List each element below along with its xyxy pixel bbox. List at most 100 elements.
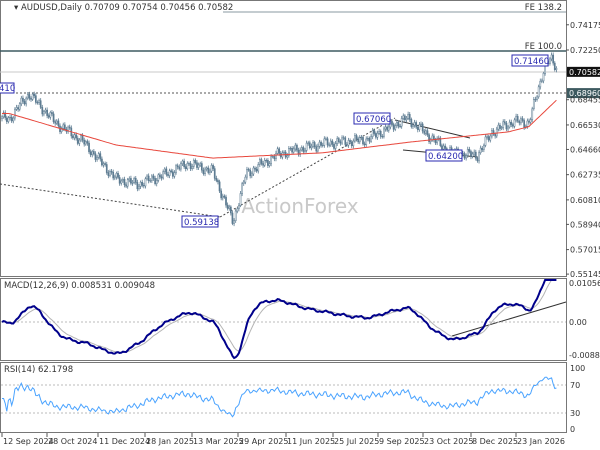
- candle: [186, 161, 189, 171]
- candle: [312, 140, 314, 149]
- candle: [420, 121, 422, 127]
- trendline-lower: [0, 183, 221, 218]
- candle: [234, 209, 237, 223]
- y-tick-label: 0.64660: [570, 145, 600, 154]
- candle: [423, 128, 426, 136]
- candle: [54, 119, 57, 126]
- candle: [229, 205, 232, 216]
- candle: [247, 167, 250, 172]
- candle: [176, 163, 179, 170]
- candle: [352, 138, 355, 149]
- candle: [294, 142, 297, 152]
- candle: [503, 119, 506, 126]
- candle: [34, 93, 37, 105]
- candle: [231, 210, 234, 226]
- candle: [339, 139, 342, 146]
- candle: [118, 174, 121, 186]
- candle: [310, 143, 313, 151]
- candle: [413, 119, 416, 128]
- candle: [250, 171, 253, 179]
- candle: [252, 165, 255, 177]
- candle: [117, 170, 119, 180]
- candle: [516, 113, 519, 123]
- candle: [246, 166, 248, 180]
- annotation-box: [511, 54, 549, 67]
- candle: [305, 140, 308, 153]
- candle: [23, 99, 26, 106]
- candle: [244, 174, 247, 185]
- x-tick-label: 28 Jan 2025: [146, 437, 194, 446]
- rsi-line: [2, 376, 557, 418]
- candle: [97, 151, 100, 160]
- candle: [549, 57, 551, 66]
- x-tick-label: 23 Jan 2026: [517, 437, 565, 446]
- candle: [7, 116, 10, 124]
- candle: [397, 120, 400, 129]
- candle: [215, 175, 218, 183]
- candle: [515, 113, 517, 123]
- candle: [386, 125, 389, 132]
- candle: [537, 84, 540, 99]
- candle: [178, 164, 181, 171]
- candle: [157, 173, 160, 183]
- candle: [44, 107, 47, 114]
- candle: [5, 115, 8, 125]
- annotation-box: [0, 82, 15, 94]
- candle: [159, 172, 161, 180]
- candle: [146, 174, 148, 181]
- candle: [373, 128, 376, 136]
- candle: [15, 104, 18, 112]
- y-tick-label: 0.66530: [570, 121, 600, 130]
- macd-tick-label: 0.00: [569, 318, 587, 327]
- candle: [426, 128, 429, 137]
- candle: [355, 133, 358, 142]
- level-marker: [567, 88, 600, 99]
- candle: [200, 161, 203, 173]
- candle: [115, 171, 118, 180]
- candle: [552, 52, 555, 66]
- candle: [39, 98, 42, 109]
- channel-upper: [394, 119, 471, 139]
- fe100-label: FE 100.0: [525, 42, 562, 52]
- candle: [102, 161, 105, 168]
- candle: [91, 149, 94, 158]
- y-tick-label: 0.74175: [570, 21, 600, 30]
- candle: [407, 111, 409, 121]
- candle: [531, 106, 534, 123]
- candle: [362, 135, 364, 146]
- candle: [197, 162, 200, 170]
- candle: [131, 180, 134, 186]
- levels: FE 138.2 FE 100.0: [0, 3, 567, 414]
- chart-header: ▾ AUDUSD,Daily 0.70709 0.70754 0.70456 0…: [14, 3, 233, 13]
- candle: [297, 147, 300, 157]
- candle: [275, 150, 277, 162]
- candle: [270, 154, 272, 167]
- candle: [10, 114, 13, 123]
- candle: [163, 167, 166, 175]
- candle: [529, 117, 532, 125]
- candle: [22, 95, 24, 104]
- watermark: ActionForex: [241, 194, 358, 218]
- x-tick-label: 28 Oct 2024: [48, 437, 97, 446]
- x-tick-label: 29 Apr 2025: [239, 437, 288, 446]
- rsi-panel-frame: [0, 362, 567, 433]
- candle: [371, 127, 374, 140]
- candle: [226, 202, 229, 211]
- candle: [550, 52, 553, 62]
- x-tick-label: 25 Jul 2025: [334, 437, 379, 446]
- candle: [139, 180, 142, 189]
- candle: [154, 175, 156, 186]
- macd-line: [1, 279, 557, 360]
- candle: [555, 66, 558, 73]
- annotation-swing-high: 0.67060: [356, 115, 391, 125]
- candle: [239, 190, 242, 208]
- candle: [254, 166, 256, 172]
- candle: [125, 182, 127, 188]
- candle: [144, 176, 147, 189]
- candle: [507, 125, 509, 132]
- candle: [165, 166, 168, 177]
- candle: [349, 138, 351, 145]
- candle: [72, 133, 74, 140]
- candle: [149, 178, 152, 183]
- candle: [315, 144, 318, 154]
